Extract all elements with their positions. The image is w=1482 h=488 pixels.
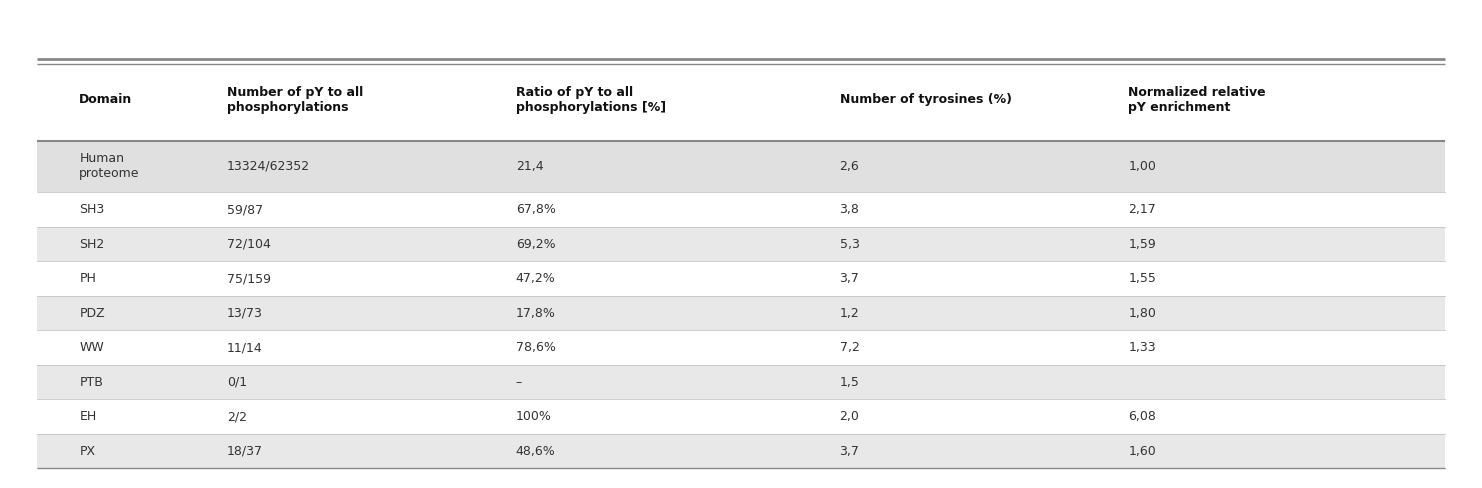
Text: 75/159: 75/159 bbox=[227, 272, 271, 285]
Text: 3,8: 3,8 bbox=[839, 203, 860, 216]
Text: 100%: 100% bbox=[516, 410, 551, 423]
Bar bbox=[37, 365, 1445, 400]
Bar bbox=[37, 434, 1445, 468]
Text: 59/87: 59/87 bbox=[227, 203, 264, 216]
Text: 69,2%: 69,2% bbox=[516, 238, 556, 251]
Text: 48,6%: 48,6% bbox=[516, 445, 556, 458]
Text: Number of tyrosines (%): Number of tyrosines (%) bbox=[839, 93, 1012, 106]
Bar bbox=[37, 330, 1445, 365]
Text: 11/14: 11/14 bbox=[227, 341, 262, 354]
Text: 1,33: 1,33 bbox=[1128, 341, 1156, 354]
Text: PDZ: PDZ bbox=[79, 306, 105, 320]
Text: 2/2: 2/2 bbox=[227, 410, 247, 423]
Text: PX: PX bbox=[79, 445, 95, 458]
Bar bbox=[37, 400, 1445, 434]
Text: SH3: SH3 bbox=[79, 203, 105, 216]
Bar bbox=[37, 227, 1445, 262]
Text: 67,8%: 67,8% bbox=[516, 203, 556, 216]
Bar bbox=[37, 141, 1445, 192]
Text: 1,55: 1,55 bbox=[1128, 272, 1156, 285]
Text: 3,7: 3,7 bbox=[839, 445, 860, 458]
Text: 2,6: 2,6 bbox=[839, 160, 860, 173]
Text: 2,0: 2,0 bbox=[839, 410, 860, 423]
Text: 1,59: 1,59 bbox=[1128, 238, 1156, 251]
Text: Human
proteome: Human proteome bbox=[79, 152, 139, 181]
Bar bbox=[37, 296, 1445, 330]
Text: 1,2: 1,2 bbox=[839, 306, 860, 320]
Text: 1,5: 1,5 bbox=[839, 376, 860, 388]
Text: PH: PH bbox=[79, 272, 96, 285]
Text: WW: WW bbox=[79, 341, 104, 354]
Text: 47,2%: 47,2% bbox=[516, 272, 556, 285]
Text: 1,00: 1,00 bbox=[1128, 160, 1156, 173]
Text: 18/37: 18/37 bbox=[227, 445, 264, 458]
Text: 13324/62352: 13324/62352 bbox=[227, 160, 310, 173]
Text: –: – bbox=[516, 376, 522, 388]
Text: 78,6%: 78,6% bbox=[516, 341, 556, 354]
Text: 2,17: 2,17 bbox=[1128, 203, 1156, 216]
Text: 7,2: 7,2 bbox=[839, 341, 860, 354]
Bar bbox=[37, 59, 1445, 141]
Text: Number of pY to all
phosphorylations: Number of pY to all phosphorylations bbox=[227, 85, 363, 114]
Text: 17,8%: 17,8% bbox=[516, 306, 556, 320]
Text: 0/1: 0/1 bbox=[227, 376, 247, 388]
Text: 1,60: 1,60 bbox=[1128, 445, 1156, 458]
Text: 1,80: 1,80 bbox=[1128, 306, 1156, 320]
Text: PTB: PTB bbox=[79, 376, 104, 388]
Bar bbox=[37, 192, 1445, 227]
Text: Ratio of pY to all
phosphorylations [%]: Ratio of pY to all phosphorylations [%] bbox=[516, 85, 665, 114]
Text: 5,3: 5,3 bbox=[839, 238, 860, 251]
Text: Domain: Domain bbox=[79, 93, 132, 106]
Text: 72/104: 72/104 bbox=[227, 238, 271, 251]
Text: 3,7: 3,7 bbox=[839, 272, 860, 285]
Text: 21,4: 21,4 bbox=[516, 160, 544, 173]
Text: EH: EH bbox=[79, 410, 96, 423]
Text: 13/73: 13/73 bbox=[227, 306, 262, 320]
Text: SH2: SH2 bbox=[79, 238, 105, 251]
Bar bbox=[37, 262, 1445, 296]
Text: 6,08: 6,08 bbox=[1128, 410, 1156, 423]
Text: Normalized relative
pY enrichment: Normalized relative pY enrichment bbox=[1128, 85, 1266, 114]
